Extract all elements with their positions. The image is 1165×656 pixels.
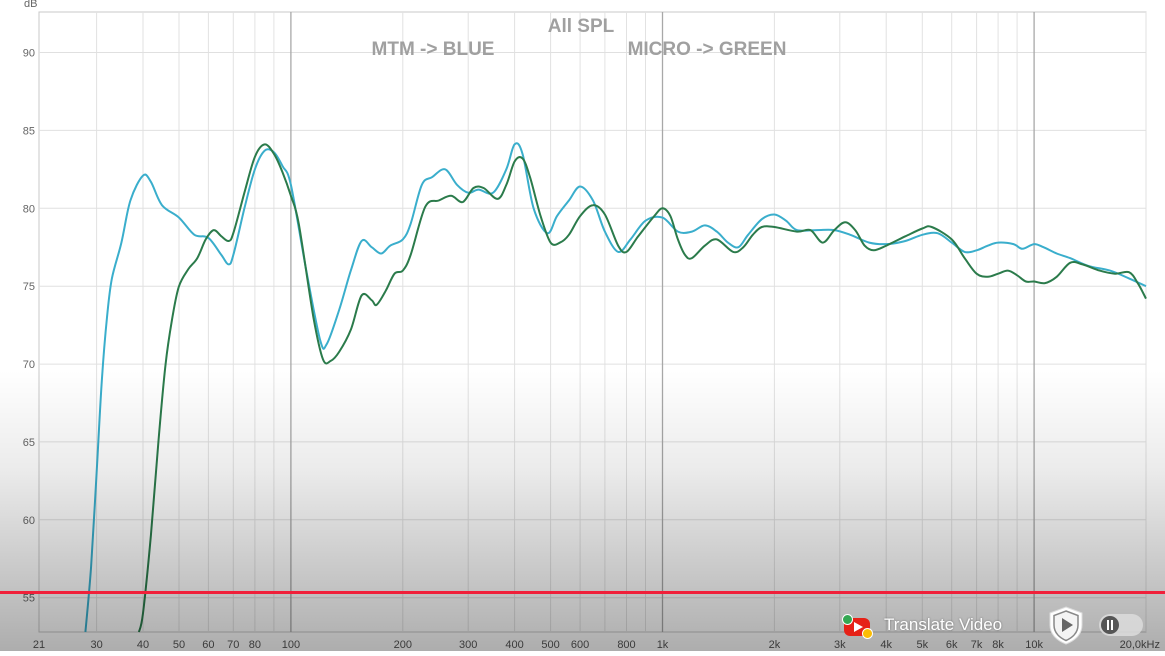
- minor-gridlines: [39, 12, 1147, 632]
- chart-title: All SPL: [548, 16, 615, 37]
- pause-toggle-icon: [1101, 616, 1119, 634]
- major-gridlines: [290, 12, 1035, 632]
- video-progress-bar[interactable]: [0, 591, 1165, 594]
- x-tick-label: 3k: [834, 639, 846, 651]
- annotation-micro-green: MICRO -> GREEN: [628, 39, 787, 60]
- pause-toggle[interactable]: [1099, 614, 1143, 636]
- x-tick-label: 200: [394, 639, 412, 651]
- x-tick-label: 10k: [1025, 639, 1043, 651]
- youtube-translate-icon: [842, 614, 873, 639]
- x-tick-label: 20,0kHz: [1120, 639, 1160, 651]
- x-tick-label: 40: [137, 639, 149, 651]
- x-tick-label: 6k: [946, 639, 958, 651]
- annotation-mtm-blue: MTM -> BLUE: [372, 39, 495, 60]
- y-tick-label: 85: [23, 125, 35, 137]
- series-lines: [84, 142, 1147, 633]
- y-tick-label: 55: [23, 593, 35, 605]
- y-tick-label: 65: [23, 437, 35, 449]
- x-tick-label: 800: [617, 639, 635, 651]
- x-tick-label: 100: [282, 639, 300, 651]
- x-tick-label: 1k: [657, 639, 669, 651]
- plot-background: [38, 11, 1147, 633]
- y-tick-label: 75: [23, 281, 35, 293]
- y-axis-label: dB: [24, 0, 37, 10]
- x-tick-label: 8k: [992, 639, 1004, 651]
- x-tick-label: 600: [571, 639, 589, 651]
- series-line-blue: [84, 142, 1147, 633]
- x-tick-label: 7k: [971, 639, 983, 651]
- x-tick-label: 60: [202, 639, 214, 651]
- y-tick-label: 60: [23, 515, 35, 527]
- y-tick-label: 90: [23, 48, 35, 60]
- y-tick-label: 70: [23, 359, 35, 371]
- x-tick-label: 4k: [880, 639, 892, 651]
- x-tick-label: 21: [33, 639, 45, 651]
- translate-video-label: Translate Video: [884, 615, 1003, 634]
- series-line-green: [137, 143, 1147, 633]
- x-tick-labels: 21 30 40 50 60 70 80 100 200 300 400 500 600 800 1k 2k 3…: [33, 639, 1160, 651]
- translate-video-button[interactable]: Translate Video: [842, 610, 1002, 640]
- play-shield-button[interactable]: [1047, 605, 1085, 645]
- x-tick-label: 80: [249, 639, 261, 651]
- video-progress-fill: [0, 591, 1165, 594]
- x-tick-label: 50: [173, 639, 185, 651]
- x-tick-label: 300: [459, 639, 477, 651]
- x-tick-label: 30: [90, 639, 102, 651]
- x-tick-label: 70: [227, 639, 239, 651]
- x-tick-label: 2k: [769, 639, 781, 651]
- x-tick-label: 500: [541, 639, 559, 651]
- x-tick-label: 400: [505, 639, 523, 651]
- y-tick-labels: 55 60 65 70 75 80 85 90: [23, 48, 35, 605]
- y-tick-label: 80: [23, 203, 35, 215]
- x-tick-label: 5k: [916, 639, 928, 651]
- play-shield-icon: [1049, 606, 1083, 645]
